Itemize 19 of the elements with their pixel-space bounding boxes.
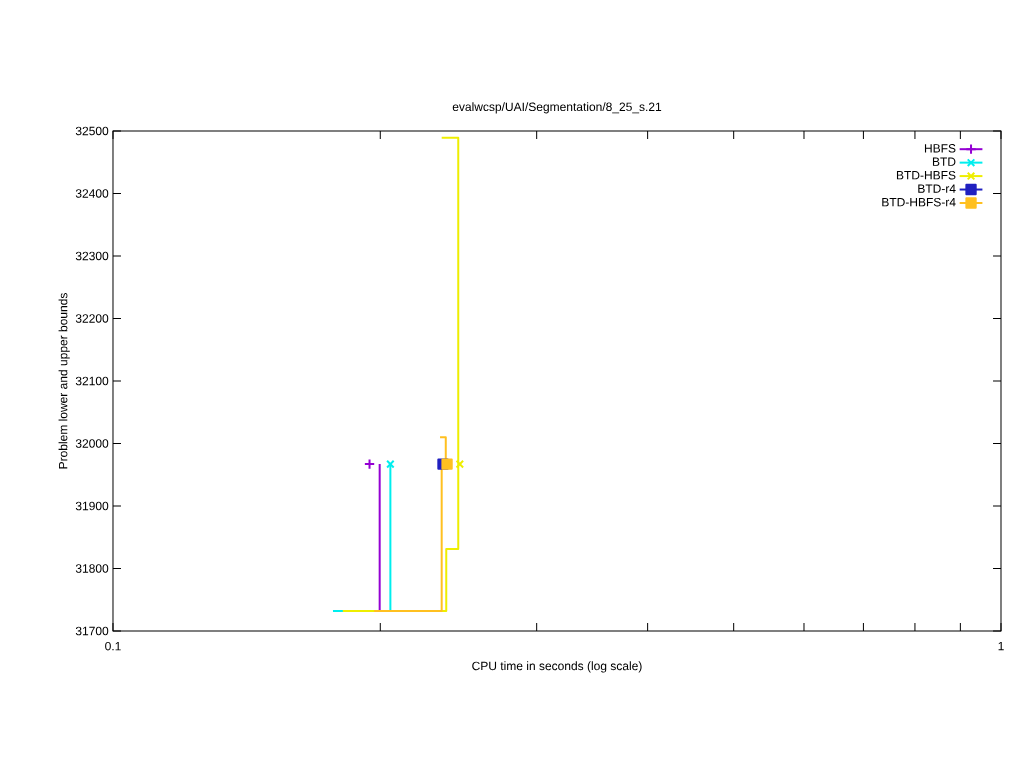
- x-tick-label: 1: [998, 641, 1004, 651]
- y-axis-title: Problem lower and upper bounds: [58, 293, 70, 469]
- y-tick-label: 32400: [75, 189, 109, 198]
- x-axis-title: CPU time in seconds (log scale): [472, 661, 642, 673]
- y-tick-label: 32200: [75, 314, 109, 323]
- y-tick-label: 32300: [75, 251, 109, 261]
- legend-label: BTD-r4: [918, 184, 956, 193]
- y-tick-label: 31800: [75, 564, 109, 573]
- legend-label: BTD: [932, 157, 956, 166]
- y-tick-label: 32000: [75, 439, 109, 448]
- legend-label: BTD-HBFS-r4: [882, 197, 956, 207]
- x-tick-label: 0.1: [105, 641, 121, 651]
- y-tick-label: 32100: [75, 376, 109, 386]
- y-tick-label: 32500: [75, 126, 109, 136]
- y-tick-label: 31900: [75, 501, 109, 511]
- legend-label: HBFS: [924, 144, 956, 153]
- chart-title: evalwcsp/UAI/Segmentation/8_25_s.21: [452, 102, 662, 114]
- y-tick-label: 31700: [75, 626, 109, 636]
- legend-label: BTD-HBFS: [896, 170, 956, 180]
